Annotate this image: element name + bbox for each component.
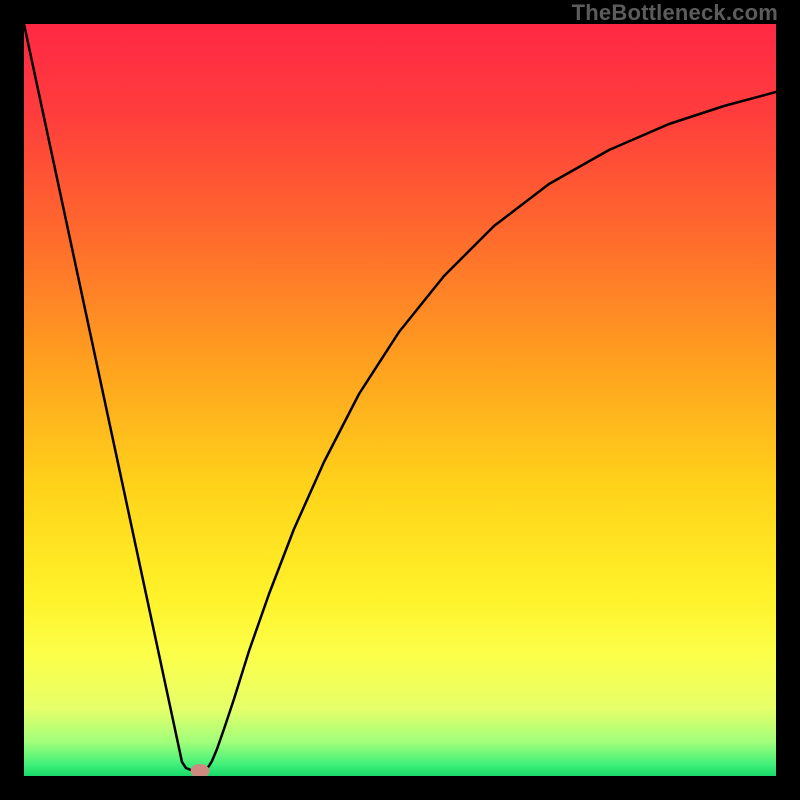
chart-frame: TheBottleneck.com (0, 0, 800, 800)
gradient-background (24, 24, 776, 776)
watermark-text: TheBottleneck.com (572, 0, 778, 26)
plot-area-rect (24, 24, 776, 776)
